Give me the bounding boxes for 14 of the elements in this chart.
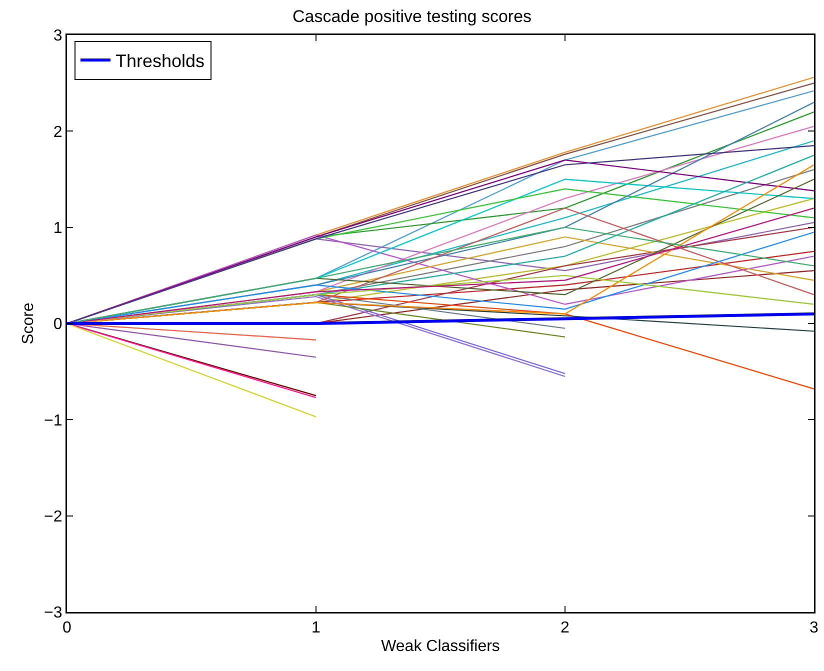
y-axis-title: Score (20, 302, 38, 344)
y-tick-label: 2 (53, 124, 62, 141)
y-tick-label: −3 (44, 604, 62, 622)
legend-label: Thresholds (115, 50, 205, 71)
x-tick-label: 3 (810, 620, 819, 637)
y-tick-label: −2 (44, 508, 62, 526)
x-tick-label: 2 (560, 620, 570, 637)
y-tick-label: 0 (53, 316, 62, 334)
x-tick-label: 1 (312, 620, 321, 637)
x-axis-title: Weak Classifiers (381, 638, 500, 656)
y-tick-label: 3 (53, 28, 62, 45)
y-tick-label: −1 (44, 412, 62, 430)
chart-title: Cascade positive testing scores (292, 6, 532, 26)
y-tick-label: 1 (53, 220, 62, 237)
